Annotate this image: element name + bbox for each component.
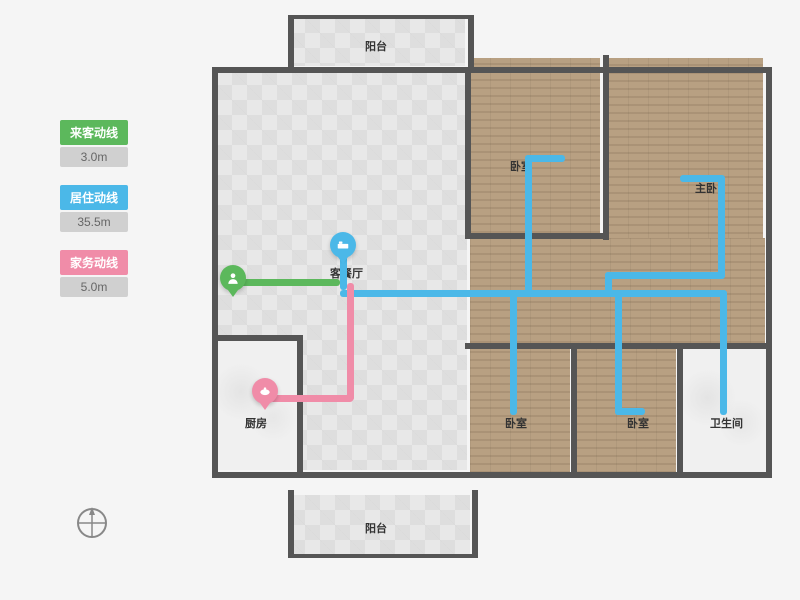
legend-item-living: 居住动线 35.5m [60,185,128,232]
legend-panel: 来客动线 3.0m 居住动线 35.5m 家务动线 5.0m [60,120,128,315]
wall-4 [465,67,471,237]
legend-item-chore: 家务动线 5.0m [60,250,128,297]
room-label-balcony_bottom: 阳台 [365,520,387,536]
node-bed-icon [330,232,356,258]
path-blue-8 [510,290,517,415]
path-blue-5 [605,272,725,279]
path-blue-2 [525,155,532,295]
wall-10 [212,335,302,341]
wall-1 [212,67,218,477]
legend-title: 家务动线 [60,250,128,275]
wall-5 [603,55,609,240]
room-label-bathroom: 卫生间 [710,415,743,431]
room-label-master: 主卧 [695,180,717,196]
wall-14 [288,15,473,19]
path-blue-10 [615,408,645,415]
path-pink-0 [347,283,354,401]
path-blue-1 [340,290,725,297]
room-label-bedroom_bl: 卧室 [505,415,527,431]
wall-12 [288,15,294,68]
room-label-bedroom_bm: 卧室 [627,415,649,431]
room-label-balcony_top: 阳台 [365,38,387,54]
room-bedroom_tl [470,58,600,233]
legend-item-guest: 来客动线 3.0m [60,120,128,167]
legend-title: 居住动线 [60,185,128,210]
room-bedroom_bl [470,348,570,473]
compass-icon [74,505,110,541]
path-blue-11 [720,290,727,415]
path-blue-3 [525,155,565,162]
wall-16 [472,490,478,558]
room-label-kitchen: 厨房 [245,415,267,431]
wall-2 [212,472,772,478]
wall-13 [468,15,474,68]
path-blue-7 [680,175,724,182]
wall-3 [766,67,772,477]
node-person-icon [220,265,246,291]
floorplan: 阳台客餐厅厨房阳台卧室主卧卧室卧室卫生间 [190,10,780,580]
legend-value: 3.0m [60,147,128,167]
path-green-0 [232,279,340,286]
wall-6 [465,233,608,239]
wall-9 [677,343,683,473]
wall-11 [297,335,303,473]
wall-8 [571,343,577,473]
legend-title: 来客动线 [60,120,128,145]
wall-0 [212,67,772,73]
legend-value: 35.5m [60,212,128,232]
path-blue-6 [718,175,725,278]
path-blue-9 [615,290,622,415]
node-pot-icon [252,378,278,404]
wall-15 [288,490,294,558]
wall-17 [288,554,478,558]
legend-value: 5.0m [60,277,128,297]
path-pink-1 [270,395,353,402]
room-kitchen [217,340,297,470]
